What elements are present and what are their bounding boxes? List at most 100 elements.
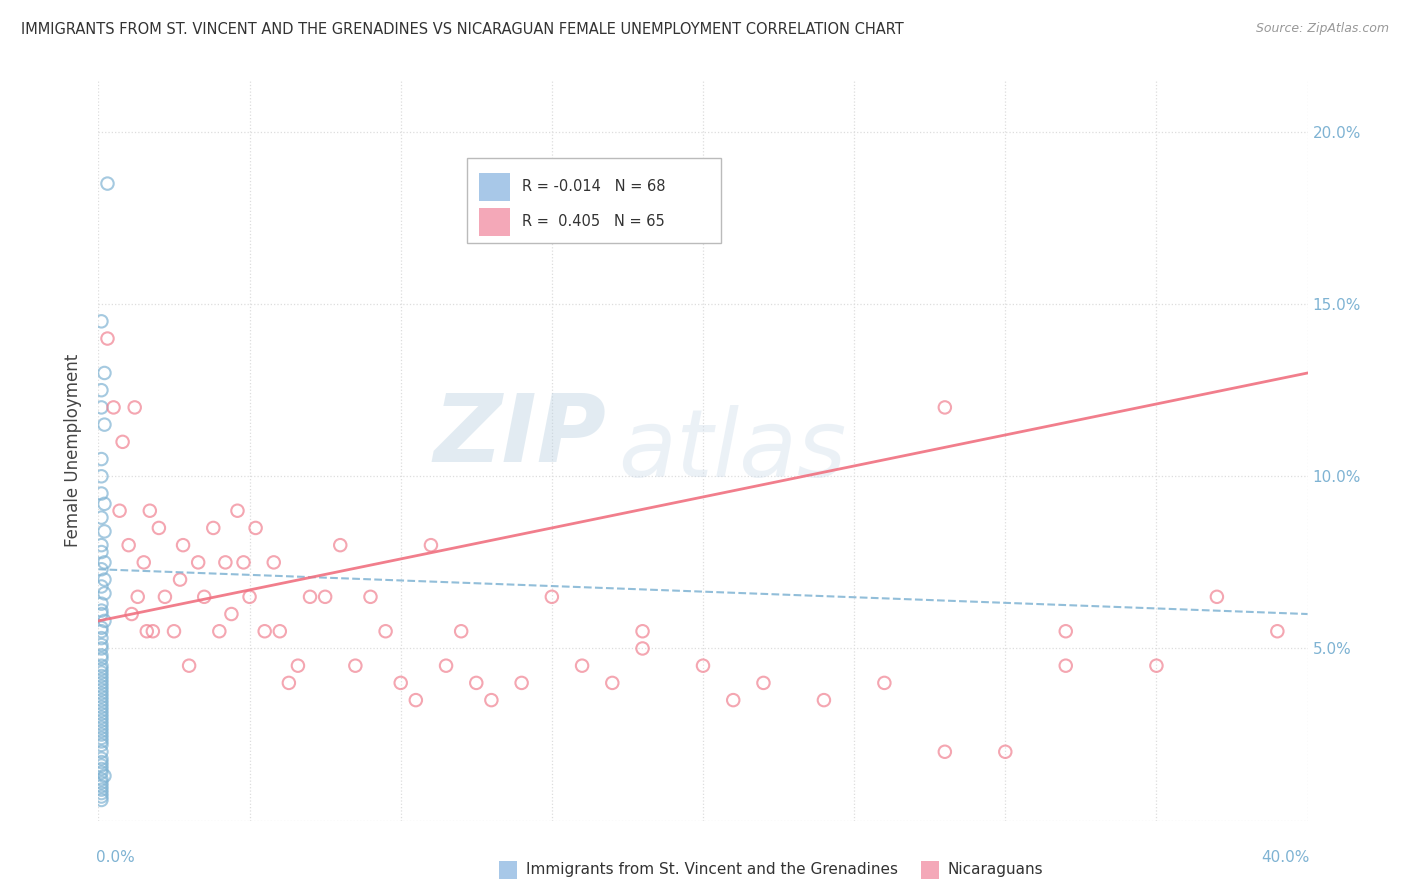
Point xyxy=(329,538,352,552)
Point xyxy=(90,693,112,707)
Point xyxy=(124,401,146,415)
Point xyxy=(90,673,112,687)
Point xyxy=(90,579,112,593)
Point xyxy=(239,590,262,604)
Bar xyxy=(479,173,509,201)
Point xyxy=(187,555,209,569)
Text: IMMIGRANTS FROM ST. VINCENT AND THE GRENADINES VS NICARAGUAN FEMALE UNEMPLOYMENT: IMMIGRANTS FROM ST. VINCENT AND THE GREN… xyxy=(21,22,904,37)
Point xyxy=(90,676,112,690)
Point xyxy=(434,658,457,673)
Point xyxy=(121,607,143,621)
Point xyxy=(813,693,835,707)
Point xyxy=(90,700,112,714)
Point xyxy=(90,703,112,717)
Point xyxy=(193,590,215,604)
Point xyxy=(93,524,115,539)
Text: Immigrants from St. Vincent and the Grenadines: Immigrants from St. Vincent and the Gren… xyxy=(526,863,898,877)
Point xyxy=(179,658,201,673)
Text: Source: ZipAtlas.com: Source: ZipAtlas.com xyxy=(1256,22,1389,36)
Point xyxy=(90,697,112,711)
Point xyxy=(90,314,112,328)
Point xyxy=(90,745,112,759)
Point xyxy=(90,652,112,666)
Point xyxy=(90,607,112,621)
Point xyxy=(96,332,118,346)
Point xyxy=(90,724,112,739)
Point xyxy=(1267,624,1289,639)
Point xyxy=(405,693,427,707)
Point xyxy=(90,648,112,663)
Point xyxy=(344,658,367,673)
Point xyxy=(90,452,112,467)
Point xyxy=(450,624,472,639)
Point xyxy=(90,682,112,697)
Text: R = -0.014   N = 68: R = -0.014 N = 68 xyxy=(522,179,665,194)
Point xyxy=(1144,658,1167,673)
Text: Nicaraguans: Nicaraguans xyxy=(948,863,1043,877)
Bar xyxy=(479,208,509,235)
Point xyxy=(1054,624,1077,639)
Point xyxy=(214,555,236,569)
Point xyxy=(226,504,249,518)
Point xyxy=(934,745,956,759)
Point xyxy=(202,521,225,535)
Point xyxy=(90,597,112,611)
Point xyxy=(90,641,112,656)
Point xyxy=(90,789,112,804)
Point xyxy=(93,769,115,783)
Point xyxy=(90,758,112,772)
Text: 40.0%: 40.0% xyxy=(1261,850,1310,865)
Point xyxy=(118,538,141,552)
Point xyxy=(90,772,112,787)
Point xyxy=(253,624,276,639)
Point xyxy=(602,676,624,690)
Point xyxy=(873,676,896,690)
Point xyxy=(90,383,112,397)
Point xyxy=(90,604,112,618)
Point xyxy=(299,590,322,604)
Point xyxy=(127,590,149,604)
Point xyxy=(465,676,488,690)
Point xyxy=(90,469,112,483)
Point xyxy=(90,714,112,728)
Point xyxy=(93,417,115,432)
Point xyxy=(269,624,291,639)
Point xyxy=(1054,658,1077,673)
Point xyxy=(90,621,112,635)
Point xyxy=(90,717,112,731)
Point xyxy=(90,727,112,741)
Point xyxy=(90,658,112,673)
Point xyxy=(93,555,115,569)
Point xyxy=(90,510,112,524)
Point xyxy=(142,624,165,639)
Point xyxy=(389,676,412,690)
Point xyxy=(360,590,382,604)
Point xyxy=(163,624,186,639)
Point xyxy=(90,624,112,639)
Point xyxy=(263,555,285,569)
Point xyxy=(93,366,115,380)
Point xyxy=(540,590,562,604)
Point xyxy=(111,434,134,449)
Point xyxy=(221,607,243,621)
Point xyxy=(287,658,309,673)
Text: atlas: atlas xyxy=(619,405,846,496)
Point xyxy=(90,686,112,700)
Point xyxy=(93,497,115,511)
Point xyxy=(90,486,112,500)
Point xyxy=(90,545,112,559)
Point xyxy=(90,721,112,735)
Point xyxy=(90,662,112,676)
Text: 0.0%: 0.0% xyxy=(96,850,135,865)
Point xyxy=(232,555,254,569)
Point xyxy=(90,786,112,800)
Point xyxy=(752,676,775,690)
Point xyxy=(90,710,112,724)
Point xyxy=(103,401,125,415)
Point xyxy=(139,504,162,518)
Point xyxy=(631,624,654,639)
Point xyxy=(90,401,112,415)
Point xyxy=(90,762,112,776)
Point xyxy=(153,590,176,604)
Point xyxy=(93,586,115,600)
